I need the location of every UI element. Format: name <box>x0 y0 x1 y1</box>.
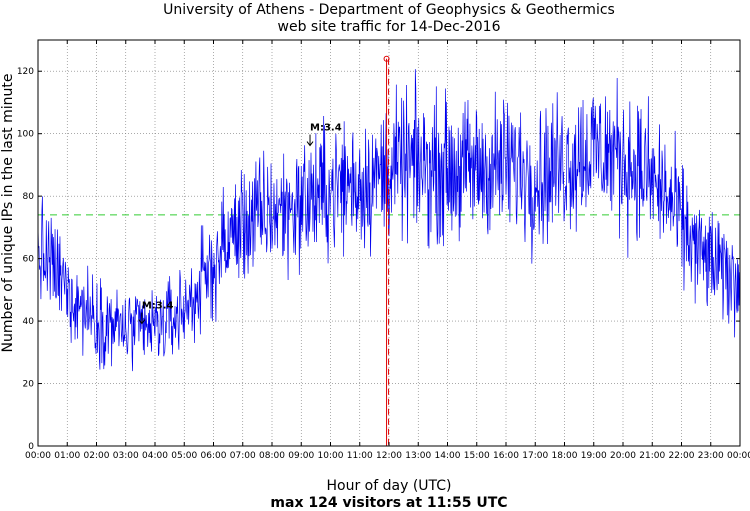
y-tick-label: 40 <box>23 317 35 327</box>
y-tick-label: 20 <box>23 380 35 390</box>
x-tick-label: 11:00 <box>347 451 373 461</box>
chart-title: University of Athens - Department of Geo… <box>163 2 615 18</box>
x-tick-label: 10:00 <box>318 451 344 461</box>
x-tick-label: 04:00 <box>142 451 168 461</box>
x-tick-label: 23:00 <box>698 451 724 461</box>
series-group <box>37 69 741 372</box>
y-tick-label: 100 <box>17 130 34 140</box>
annotation-label: M:3.4 <box>142 301 174 312</box>
x-tick-label: 08:00 <box>259 451 285 461</box>
axis-ticks: 00:00 01:00 02:00 03:00 04:00 05:00 06:00 07:00… <box>17 40 750 461</box>
x-tick-label: 18:00 <box>552 451 578 461</box>
y-tick-label: 120 <box>17 67 34 77</box>
x-tick-label: 15:00 <box>464 451 490 461</box>
y-tick-label: 60 <box>23 255 35 265</box>
x-axis-label: Hour of day (UTC) <box>327 478 452 494</box>
x-tick-label: 03:00 <box>113 451 139 461</box>
x-tick-label: 21:00 <box>639 451 665 461</box>
series-line <box>37 69 741 372</box>
x-tick-label: 20:00 <box>610 451 636 461</box>
annotations: M:3.4 M:3.4 <box>138 123 342 325</box>
x-tick-label: 16:00 <box>493 451 519 461</box>
x-tick-label: 00:00 <box>727 451 750 461</box>
x-tick-label: 22:00 <box>669 451 695 461</box>
x-tick-label: 00:00 <box>25 451 51 461</box>
annotation-label: M:3.4 <box>310 123 342 134</box>
max-point <box>383 55 390 62</box>
x-tick-label: 07:00 <box>230 451 256 461</box>
x-tick-label: 12:00 <box>376 451 402 461</box>
y-axis-label: Number of unique IPs in the last minute <box>0 74 16 353</box>
chart-subtitle: web site traffic for 14-Dec-2016 <box>278 19 501 35</box>
x-tick-label: 02:00 <box>84 451 110 461</box>
x-tick-label: 01:00 <box>54 451 80 461</box>
x-tick-label: 09:00 <box>288 451 314 461</box>
x-tick-label: 06:00 <box>201 451 227 461</box>
x-tick-label: 05:00 <box>171 451 197 461</box>
x-tick-label: 19:00 <box>581 451 607 461</box>
max-visitors-note: max 124 visitors at 11:55 UTC <box>270 495 507 511</box>
max-marker-group <box>383 55 390 446</box>
x-tick-label: 17:00 <box>522 451 548 461</box>
y-tick-label: 80 <box>23 192 35 202</box>
annotation-arrow-head <box>306 141 314 147</box>
x-tick-label: 14:00 <box>435 451 461 461</box>
y-tick-label: 0 <box>28 442 34 452</box>
x-tick-label: 13:00 <box>405 451 431 461</box>
annotation-arrow-head <box>138 319 146 325</box>
